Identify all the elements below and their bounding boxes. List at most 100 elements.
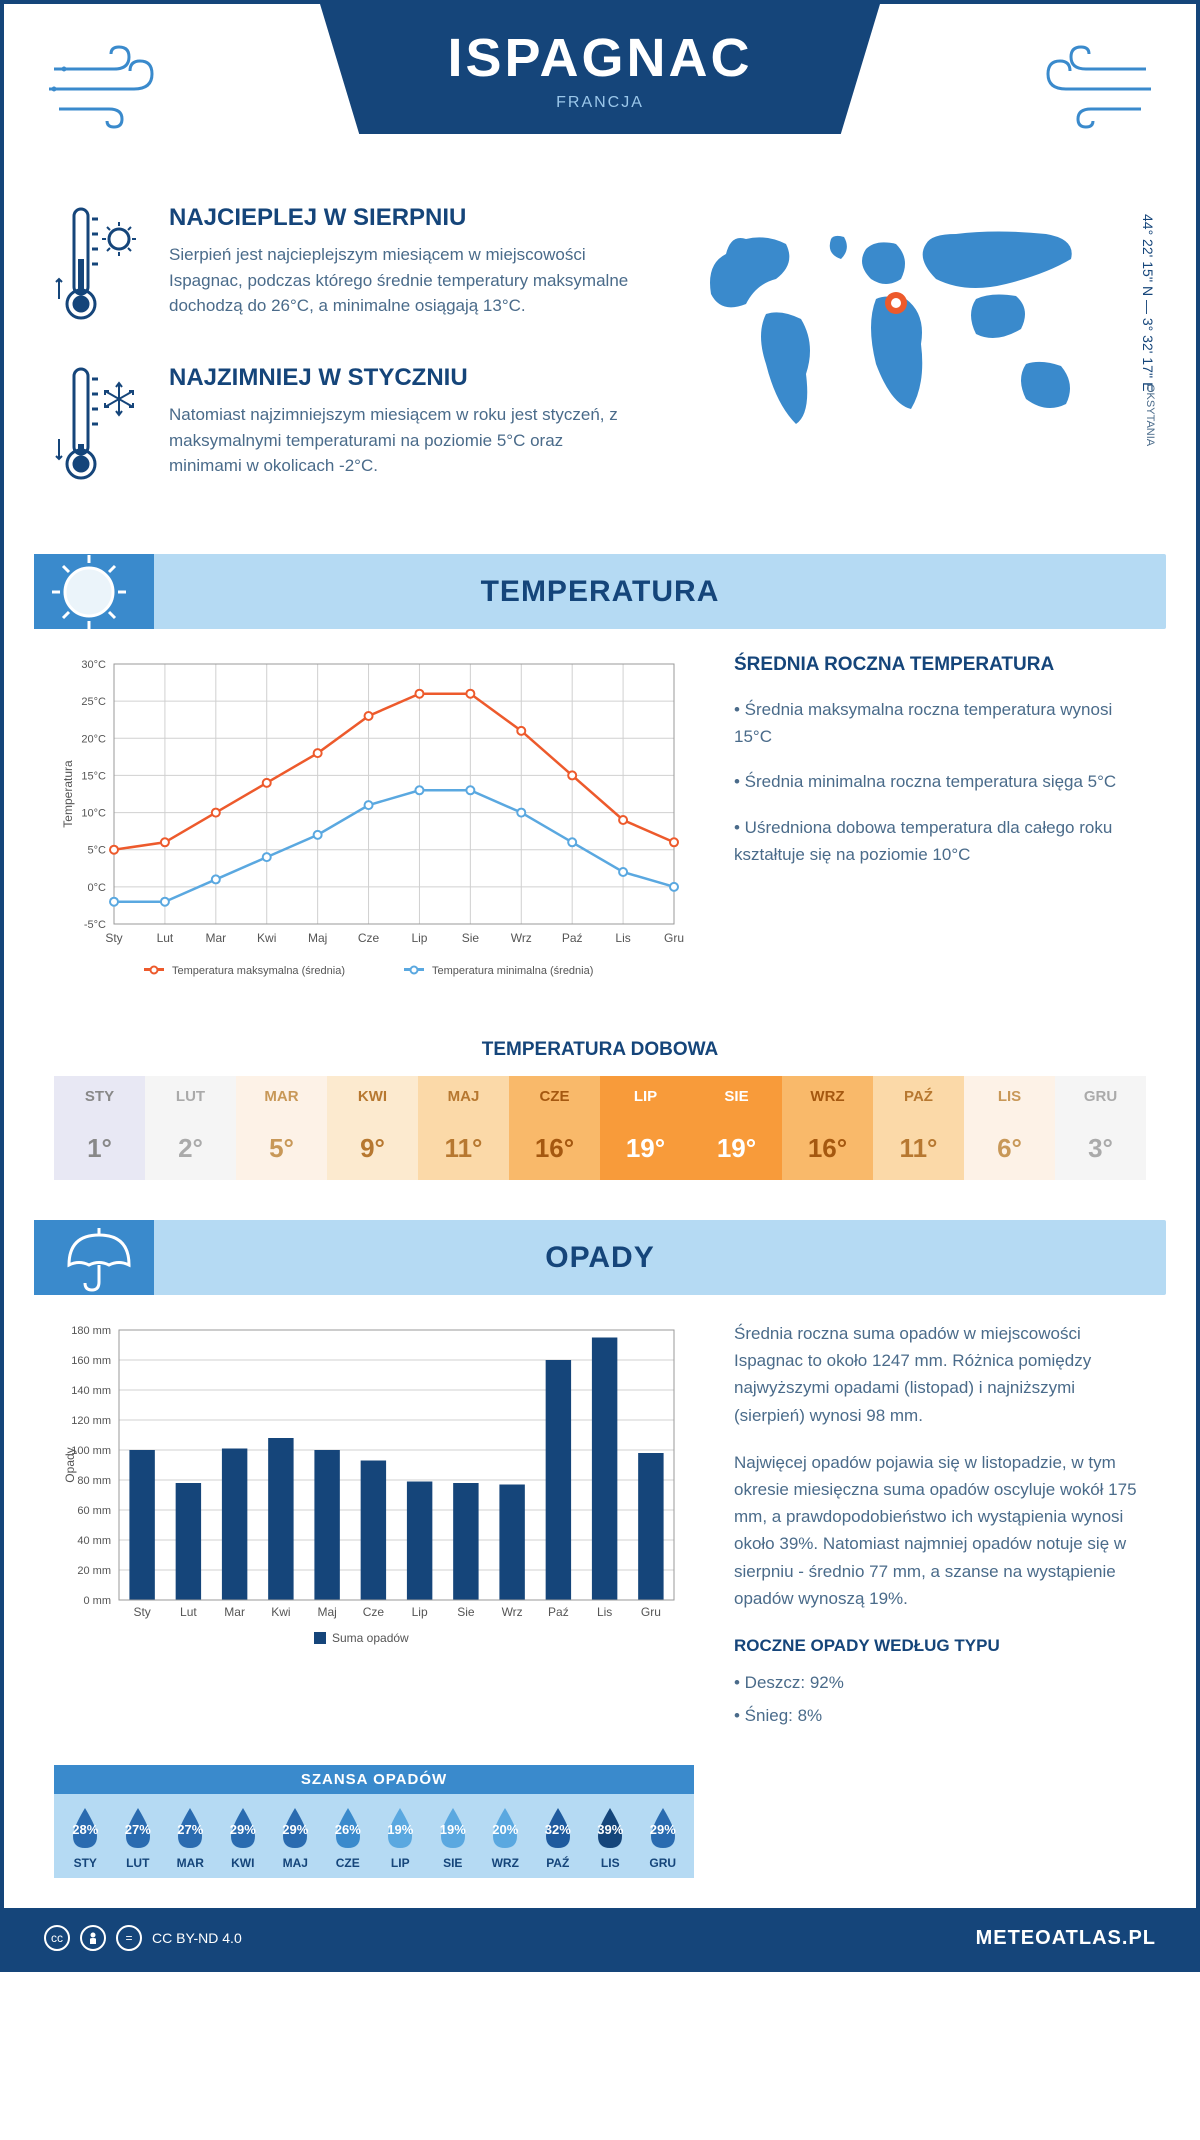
daily-value: 16° — [509, 1117, 600, 1180]
raindrop-icon: 19% — [380, 1804, 420, 1852]
svg-text:Cze: Cze — [358, 931, 380, 945]
daily-month: KWI — [327, 1076, 418, 1117]
raindrop-icon: 29% — [643, 1804, 683, 1852]
chance-item: 19% SIE — [427, 1804, 480, 1870]
chance-month: SIE — [427, 1856, 480, 1870]
daily-cell: CZE16° — [509, 1076, 600, 1180]
svg-text:Lis: Lis — [597, 1605, 612, 1619]
svg-text:Paź: Paź — [548, 1605, 569, 1619]
svg-text:Sty: Sty — [133, 1605, 150, 1619]
chance-month: PAŹ — [532, 1856, 585, 1870]
svg-text:Lut: Lut — [180, 1605, 197, 1619]
chance-value: 32% — [545, 1822, 571, 1837]
raindrop-icon: 26% — [328, 1804, 368, 1852]
svg-text:Opady: Opady — [63, 1447, 77, 1482]
chance-value: 28% — [72, 1822, 98, 1837]
svg-text:0°C: 0°C — [88, 882, 107, 894]
cc-by-icon — [80, 1925, 106, 1951]
chance-item: 28% STY — [59, 1804, 112, 1870]
chance-value: 20% — [492, 1822, 518, 1837]
opady-title: OPADY — [545, 1241, 654, 1275]
chance-month: CZE — [322, 1856, 375, 1870]
daily-month: PAŹ — [873, 1076, 964, 1117]
chance-month: LUT — [112, 1856, 165, 1870]
daily-month: WRZ — [782, 1076, 873, 1117]
svg-text:Mar: Mar — [205, 931, 226, 945]
temp-info-item: • Uśredniona dobowa temperatura dla całe… — [734, 814, 1146, 868]
chance-value: 29% — [230, 1822, 256, 1837]
daily-cell: GRU3° — [1055, 1076, 1146, 1180]
page-subtitle: FRANCJA — [556, 94, 644, 112]
daily-value: 1° — [54, 1117, 145, 1180]
chance-item: 20%WRZ — [479, 1804, 532, 1870]
precip-text-2: Najwięcej opadów pojawia się w listopadz… — [734, 1449, 1146, 1612]
chance-month: MAR — [164, 1856, 217, 1870]
chance-value: 26% — [335, 1822, 361, 1837]
coldest-text: Natomiast najzimniejszym miesiącem w rok… — [169, 402, 636, 479]
wind-icon-right — [1026, 39, 1156, 134]
precip-type-item: • Śnieg: 8% — [734, 1702, 1146, 1729]
raindrop-icon: 27% — [118, 1804, 158, 1852]
warmest-heading: NAJCIEPLEJ W SIERPNIU — [169, 204, 636, 232]
svg-text:Gru: Gru — [641, 1605, 661, 1619]
svg-text:Kwi: Kwi — [271, 1605, 290, 1619]
chance-value: 27% — [177, 1822, 203, 1837]
thermometer-cold-icon — [54, 364, 144, 489]
svg-text:Sie: Sie — [462, 931, 480, 945]
svg-text:Lip: Lip — [411, 931, 427, 945]
daily-month: LIS — [964, 1076, 1055, 1117]
daily-temp-table: STY1°LUT2°MAR5°KWI9°MAJ11°CZE16°LIP19°SI… — [54, 1076, 1146, 1180]
daily-month: CZE — [509, 1076, 600, 1117]
daily-value: 16° — [782, 1117, 873, 1180]
daily-month: MAR — [236, 1076, 327, 1117]
svg-text:Sty: Sty — [105, 931, 122, 945]
raindrop-icon: 19% — [433, 1804, 473, 1852]
chance-month: MAJ — [269, 1856, 322, 1870]
daily-cell: LIP19° — [600, 1076, 691, 1180]
license-text: CC BY-ND 4.0 — [152, 1930, 242, 1946]
svg-text:Wrz: Wrz — [511, 931, 532, 945]
opady-banner: OPADY — [34, 1220, 1166, 1295]
raindrop-icon: 29% — [223, 1804, 263, 1852]
world-map: 44° 22' 15'' N — 3° 32' 17'' E OKSYTANIA — [676, 204, 1146, 524]
warmest-block: NAJCIEPLEJ W SIERPNIU Sierpień jest najc… — [54, 204, 636, 329]
chance-month: STY — [59, 1856, 112, 1870]
daily-cell: LUT2° — [145, 1076, 236, 1180]
chance-month: KWI — [217, 1856, 270, 1870]
chance-month: GRU — [637, 1856, 690, 1870]
svg-text:Suma opadów: Suma opadów — [332, 1631, 409, 1645]
cc-nd-icon: = — [116, 1925, 142, 1951]
precip-type-title: ROCZNE OPADY WEDŁUG TYPU — [734, 1632, 1146, 1659]
daily-cell: WRZ16° — [782, 1076, 873, 1180]
raindrop-icon: 32% — [538, 1804, 578, 1852]
daily-month: LIP — [600, 1076, 691, 1117]
svg-text:60 mm: 60 mm — [77, 1505, 111, 1517]
raindrop-icon: 20% — [485, 1804, 525, 1852]
temp-info-item: • Średnia minimalna roczna temperatura s… — [734, 768, 1146, 795]
svg-text:160 mm: 160 mm — [71, 1355, 111, 1367]
chance-value: 29% — [650, 1822, 676, 1837]
coordinates: 44° 22' 15'' N — 3° 32' 17'' E — [1140, 214, 1156, 391]
svg-text:0 mm: 0 mm — [84, 1595, 112, 1607]
svg-text:Gru: Gru — [664, 931, 684, 945]
svg-text:25°C: 25°C — [81, 696, 106, 708]
chance-item: 26% CZE — [322, 1804, 375, 1870]
raindrop-icon: 39% — [590, 1804, 630, 1852]
svg-text:20 mm: 20 mm — [77, 1565, 111, 1577]
location-marker-icon — [882, 289, 910, 322]
warmest-text: Sierpień jest najcieplejszym miesiącem w… — [169, 242, 636, 319]
temp-info-item: • Średnia maksymalna roczna temperatura … — [734, 696, 1146, 750]
temperatura-banner: TEMPERATURA — [34, 554, 1166, 629]
raindrop-icon: 29% — [275, 1804, 315, 1852]
precip-type-item: • Deszcz: 92% — [734, 1669, 1146, 1696]
chance-item: 27% MAR — [164, 1804, 217, 1870]
svg-text:Kwi: Kwi — [257, 931, 276, 945]
svg-text:30°C: 30°C — [81, 659, 106, 671]
svg-text:10°C: 10°C — [81, 808, 106, 820]
svg-text:100 mm: 100 mm — [71, 1445, 111, 1457]
chance-month: LIP — [374, 1856, 427, 1870]
svg-text:180 mm: 180 mm — [71, 1325, 111, 1337]
raindrop-icon: 27% — [170, 1804, 210, 1852]
svg-text:Temperatura minimalna (średnia: Temperatura minimalna (średnia) — [432, 965, 593, 977]
chance-value: 27% — [125, 1822, 151, 1837]
